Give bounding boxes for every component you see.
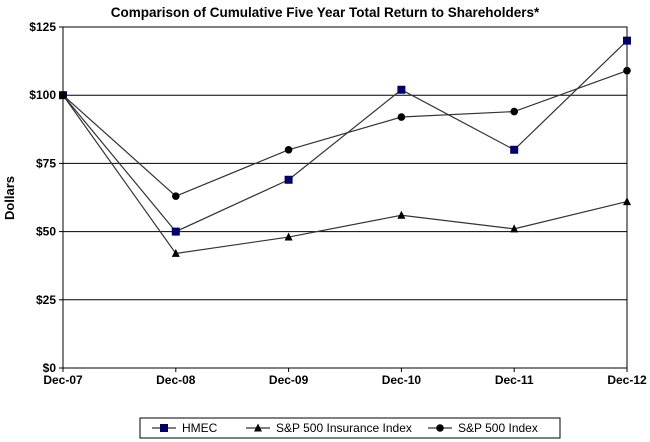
data-point <box>623 66 631 75</box>
data-point <box>397 113 406 121</box>
legend-marker <box>254 423 262 432</box>
data-point <box>172 192 180 200</box>
legend-marker <box>436 424 444 432</box>
legend: HMEC S&P 500 Insurance Index S&P 500 Index <box>139 417 561 439</box>
data-point <box>510 107 518 116</box>
legend-label: HMEC <box>182 421 218 435</box>
series-line <box>62 70 628 197</box>
y-axis-label: Dollars <box>2 176 17 220</box>
data-point <box>59 91 67 99</box>
data-point <box>171 248 180 257</box>
gridlines <box>63 94 627 301</box>
data-point <box>284 232 293 241</box>
chart-title: Comparison of Cumulative Five Year Total… <box>111 5 540 20</box>
data-point <box>397 85 406 94</box>
data-point <box>397 210 406 219</box>
x-tick-label: Dec-09 <box>269 373 309 387</box>
data-point <box>284 145 293 154</box>
legend-label: S&P 500 Insurance Index <box>276 421 412 435</box>
data-point <box>623 36 631 45</box>
legend-box <box>139 417 561 439</box>
series-3 <box>59 66 631 200</box>
y-tick-label: $50 <box>36 225 56 239</box>
x-tick-label: Dec-08 <box>156 373 196 387</box>
legend-entry: S&P 500 Index <box>428 421 538 435</box>
legend-entry: S&P 500 Insurance Index <box>246 421 412 435</box>
legend-marker <box>160 424 168 432</box>
y-tick-label: $100 <box>29 88 56 102</box>
x-tick-label: Dec-10 <box>382 373 422 387</box>
x-tick-label: Dec-12 <box>607 373 647 387</box>
y-tick-label: $25 <box>36 293 56 307</box>
y-tick-label: $75 <box>36 156 56 170</box>
series-line <box>62 94 628 255</box>
x-tick-label: Dec-11 <box>495 373 534 387</box>
legend-entry: HMEC <box>152 421 218 435</box>
axes: $0 $25 $50 $75 $100 $125 Dec-07 Dec-08 Dec-09 Dec… <box>29 20 647 387</box>
y-tick-label: $0 <box>43 361 57 375</box>
data-point <box>171 227 180 236</box>
series-line <box>62 40 628 233</box>
data-point <box>510 224 519 233</box>
series <box>59 36 631 257</box>
y-tick-label: $125 <box>29 20 56 34</box>
legend-label: S&P 500 Index <box>458 421 538 435</box>
x-tick-label: Dec-07 <box>43 373 83 387</box>
data-point <box>284 175 293 184</box>
data-point <box>623 197 631 206</box>
series-1 <box>59 36 631 236</box>
data-point <box>510 145 519 154</box>
